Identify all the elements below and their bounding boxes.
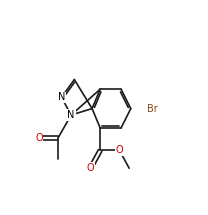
Text: O: O	[116, 146, 123, 155]
Text: N: N	[58, 92, 65, 102]
Text: O: O	[35, 133, 43, 143]
Text: Br: Br	[147, 104, 158, 114]
Text: O: O	[87, 163, 94, 173]
Text: N: N	[67, 110, 75, 120]
